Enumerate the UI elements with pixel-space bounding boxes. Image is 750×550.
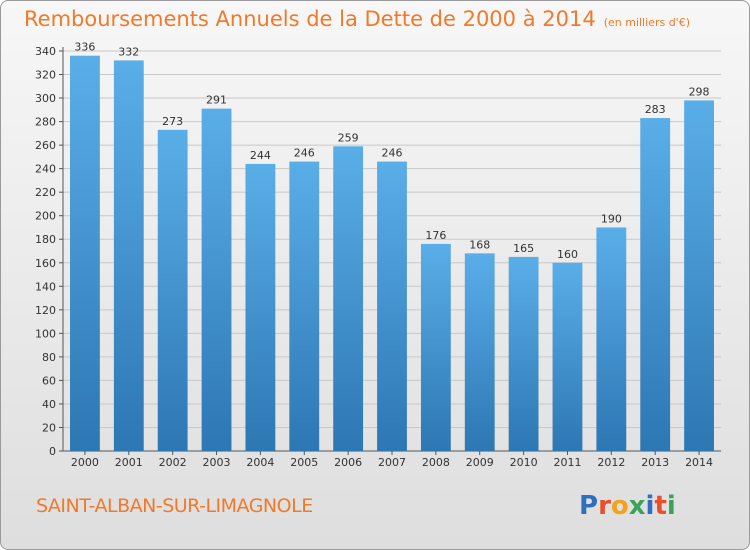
- data-label: 176: [425, 229, 446, 242]
- bar: [333, 146, 364, 451]
- bar: [113, 60, 144, 451]
- y-tick-label: 120: [35, 304, 56, 317]
- x-tick-label: 2001: [115, 456, 143, 469]
- y-tick-label: 260: [35, 139, 56, 152]
- chart-title: Remboursements Annuels de la Dette de 20…: [24, 7, 690, 31]
- data-label: 291: [206, 94, 227, 107]
- proxiti-logo: Proxiti: [579, 491, 676, 521]
- x-tick-label: 2008: [422, 456, 450, 469]
- data-label: 190: [601, 212, 622, 225]
- bar: [201, 108, 232, 451]
- data-label: 336: [74, 41, 95, 54]
- data-label: 332: [118, 45, 139, 58]
- y-tick-label: 220: [35, 186, 56, 199]
- logo-letter: o: [610, 491, 629, 521]
- x-tick-label: 2005: [290, 456, 318, 469]
- x-tick-label: 2010: [510, 456, 538, 469]
- y-tick-label: 280: [35, 116, 56, 129]
- logo-letter: P: [579, 491, 599, 521]
- logo-letter: r: [598, 491, 611, 521]
- y-tick-label: 140: [35, 280, 56, 293]
- y-tick-label: 180: [35, 233, 56, 246]
- x-tick-label: 2011: [553, 456, 581, 469]
- unit-note: (en milliers d'€): [603, 16, 690, 29]
- y-tick-label: 300: [35, 92, 56, 105]
- y-tick-label: 20: [42, 421, 56, 434]
- data-label: 160: [557, 248, 578, 261]
- y-tick-label: 160: [35, 257, 56, 270]
- y-tick-label: 200: [35, 210, 56, 223]
- bar: [684, 100, 714, 451]
- bar: [157, 129, 188, 451]
- data-label: 165: [513, 242, 534, 255]
- y-tick-label: 80: [42, 351, 56, 364]
- x-tick-label: 2012: [597, 456, 625, 469]
- bar: [289, 161, 320, 451]
- data-label: 259: [338, 131, 359, 144]
- x-tick-label: 2003: [203, 456, 231, 469]
- bar: [70, 55, 100, 452]
- x-tick-label: 2000: [71, 456, 99, 469]
- bar: [640, 118, 671, 451]
- data-label: 298: [689, 85, 710, 98]
- data-label: 244: [250, 149, 271, 162]
- bar: [508, 256, 539, 451]
- bar: [552, 262, 583, 451]
- y-tick-label: 40: [42, 398, 56, 411]
- y-tick-label: 340: [35, 45, 56, 58]
- data-label: 283: [645, 103, 666, 116]
- logo-letter: x: [628, 491, 646, 521]
- bar: [596, 227, 627, 451]
- bar: [420, 243, 451, 451]
- y-tick-label: 240: [35, 163, 56, 176]
- x-tick-label: 2004: [246, 456, 274, 469]
- x-tick-label: 2007: [378, 456, 406, 469]
- data-label: 168: [469, 238, 490, 251]
- logo-letter: t: [654, 491, 667, 521]
- bar: [245, 163, 276, 452]
- y-tick-label: 0: [49, 445, 56, 458]
- x-tick-label: 2002: [159, 456, 187, 469]
- bar: [377, 161, 407, 451]
- x-tick-label: 2014: [685, 456, 713, 469]
- chart-title-text: Remboursements Annuels de la Dette de 20…: [24, 7, 596, 31]
- logo-letter: i: [645, 491, 655, 521]
- data-label: 273: [162, 115, 183, 128]
- x-tick-label: 2013: [641, 456, 669, 469]
- logo-letter: i: [666, 491, 676, 521]
- x-tick-label: 2009: [466, 456, 494, 469]
- commune-name: SAINT-ALBAN-SUR-LIMAGNOLE: [36, 495, 313, 517]
- y-tick-label: 60: [42, 374, 56, 387]
- data-label: 246: [382, 147, 403, 160]
- y-tick-label: 320: [35, 69, 56, 82]
- bar: [464, 253, 495, 451]
- x-tick-label: 2006: [334, 456, 362, 469]
- y-tick-label: 100: [35, 327, 56, 340]
- data-label: 246: [294, 147, 315, 160]
